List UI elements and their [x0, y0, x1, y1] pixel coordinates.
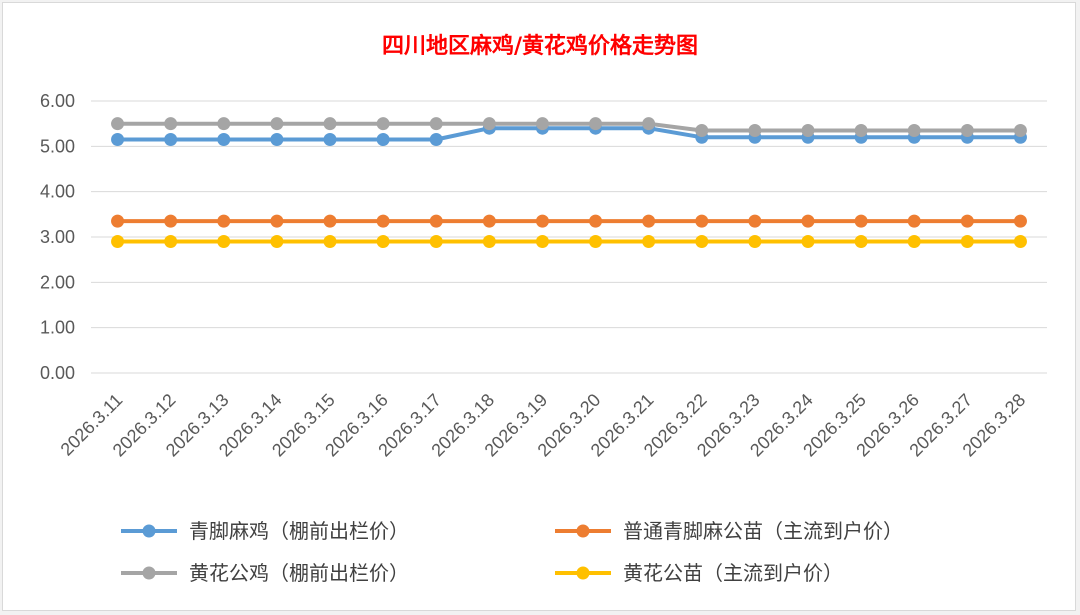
y-axis-labels: 0.00 1.00 2.00 3.00 4.00 5.00 6.00: [40, 91, 75, 383]
data-point: [960, 235, 974, 249]
data-point: [429, 133, 443, 147]
data-point: [907, 214, 921, 228]
data-point: [164, 133, 178, 147]
y-tick-label: 1.00: [40, 318, 75, 338]
series-4: [111, 235, 1027, 249]
data-point: [323, 117, 337, 131]
legend-label: 普通青脚麻公苗（主流到户价）: [623, 519, 903, 543]
data-point: [589, 214, 603, 228]
series-line: [117, 126, 1021, 142]
legend-marker-swatch: [142, 566, 156, 580]
data-point: [589, 117, 603, 131]
data-point: [323, 235, 337, 249]
data-point: [801, 214, 815, 228]
y-tick-label: 0.00: [40, 363, 75, 383]
legend-label: 黄花公鸡（棚前出栏价）: [189, 561, 409, 585]
series-line: [117, 121, 1021, 133]
data-point: [589, 235, 603, 249]
data-point: [217, 133, 231, 147]
data-point: [907, 123, 921, 137]
legend-marker-swatch: [142, 524, 156, 538]
data-point: [429, 117, 443, 131]
data-point: [535, 235, 549, 249]
legend-item: 黄花公鸡（棚前出栏价）: [121, 561, 409, 585]
data-point: [801, 235, 815, 249]
data-point: [164, 214, 178, 228]
data-point: [854, 235, 868, 249]
data-point: [270, 117, 284, 131]
data-point: [642, 214, 656, 228]
legend-item: 黄花公苗（主流到户价）: [555, 561, 843, 585]
x-axis-labels: 2026.3.112026.3.122026.3.132026.3.142026…: [57, 390, 1030, 461]
data-point: [323, 214, 337, 228]
y-tick-label: 6.00: [40, 91, 75, 111]
data-point: [960, 123, 974, 137]
data-point: [376, 235, 390, 249]
data-point: [164, 117, 178, 131]
data-point: [482, 214, 496, 228]
data-point: [217, 117, 231, 131]
y-tick-label: 3.00: [40, 227, 75, 247]
series-2: [111, 214, 1027, 228]
data-point: [376, 133, 390, 147]
data-point: [270, 235, 284, 249]
data-point: [854, 123, 868, 137]
data-point: [111, 133, 125, 147]
data-point: [960, 214, 974, 228]
line-chart: 四川地区麻鸡/黄花鸡价格走势图 0.00 1.00 2.00 3.00 4.00 5.00…: [40, 33, 1047, 585]
data-point: [1013, 214, 1027, 228]
data-point: [111, 214, 125, 228]
gridlines: [91, 100, 1047, 374]
legend-marker-swatch: [576, 566, 590, 580]
data-point: [217, 235, 231, 249]
data-point: [535, 117, 549, 131]
legend-label: 黄花公苗（主流到户价）: [623, 561, 843, 585]
data-point: [482, 235, 496, 249]
y-tick-label: 5.00: [40, 136, 75, 156]
data-point: [1013, 123, 1027, 137]
data-point: [801, 123, 815, 137]
data-point: [429, 235, 443, 249]
data-point: [376, 214, 390, 228]
data-point: [695, 123, 709, 137]
data-point: [376, 117, 390, 131]
data-point: [695, 235, 709, 249]
data-point: [217, 214, 231, 228]
legend-item: 普通青脚麻公苗（主流到户价）: [555, 519, 903, 543]
legend-marker-swatch: [576, 524, 590, 538]
data-point: [270, 214, 284, 228]
series-3: [111, 117, 1027, 137]
y-tick-label: 4.00: [40, 182, 75, 202]
legend-label: 青脚麻鸡（棚前出栏价）: [189, 519, 409, 543]
y-tick-label: 2.00: [40, 272, 75, 292]
chart-title: 四川地区麻鸡/黄花鸡价格走势图: [382, 33, 698, 59]
data-point: [695, 214, 709, 228]
data-point: [1013, 235, 1027, 249]
data-point: [270, 133, 284, 147]
data-point: [482, 117, 496, 131]
data-point: [111, 117, 125, 131]
data-point: [642, 235, 656, 249]
data-point: [642, 117, 656, 131]
legend: 青脚麻鸡（棚前出栏价） 普通青脚麻公苗（主流到户价） 黄花公鸡（棚前出栏价） 黄花公苗…: [121, 519, 903, 585]
data-point: [535, 214, 549, 228]
data-point: [907, 235, 921, 249]
data-point: [323, 133, 337, 147]
data-point: [164, 235, 178, 249]
data-point: [748, 235, 762, 249]
data-point: [429, 214, 443, 228]
legend-item: 青脚麻鸡（棚前出栏价）: [121, 519, 409, 543]
data-point: [748, 123, 762, 137]
series-lines: [111, 117, 1027, 249]
data-point: [748, 214, 762, 228]
data-point: [854, 214, 868, 228]
data-point: [111, 235, 125, 249]
